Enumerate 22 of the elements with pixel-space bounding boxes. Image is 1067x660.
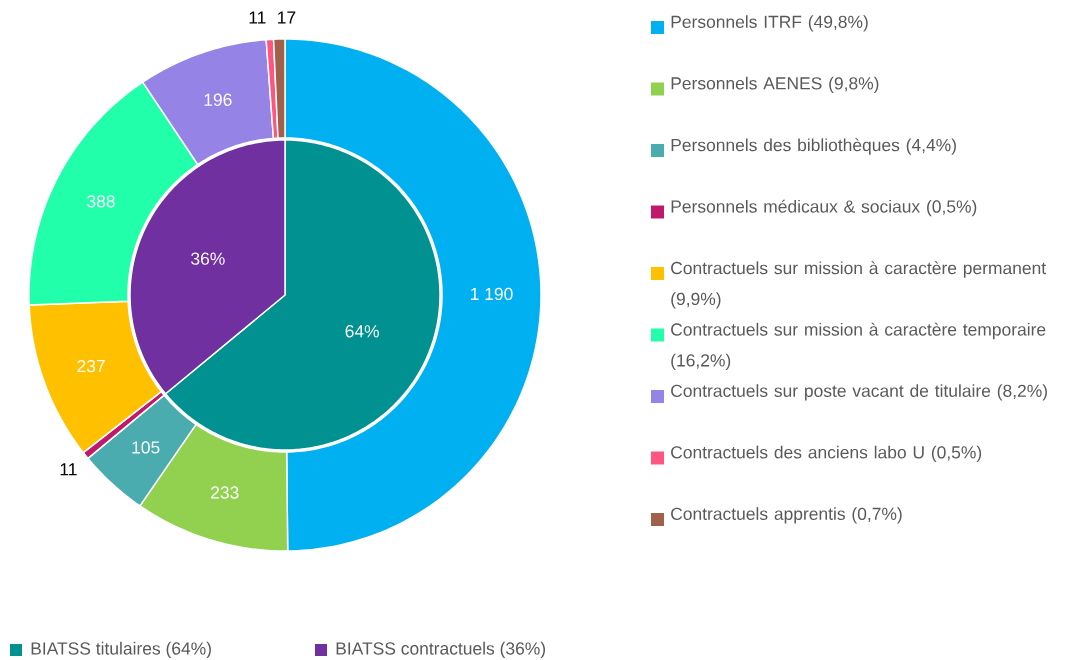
legend-label: Personnels ITRF (49,8%) [671, 15, 868, 32]
data-label: 11 [60, 463, 77, 476]
legend-label: Contractuels sur mission à caractère temporaire (16,2%) [671, 322, 1046, 371]
data-label: 1 190 [471, 287, 513, 301]
legend-label: Contractuels des anciens labo U (0,5%) [671, 445, 982, 462]
data-label: 105 [132, 441, 160, 454]
legend-label: Personnels médicaux & sociaux (0,5%) [671, 199, 977, 217]
data-label: 64% [345, 325, 379, 338]
data-label: 237 [77, 359, 105, 373]
data-label: 388 [87, 195, 115, 208]
data-label: 36% [191, 252, 225, 265]
legend-label: Personnels des bibliothèques (4,4%) [671, 138, 956, 155]
data-label: 233 [211, 486, 239, 499]
legend-label: Contractuels apprentis (0,7%) [671, 507, 902, 524]
legend-label: Contractuels sur mission à caractère permanent (9,9%) [671, 261, 1046, 309]
legend-label: Personnels AENES (9,8%) [671, 76, 879, 93]
data-label: 196 [204, 93, 232, 106]
legend-label: Contractuels sur poste vacant de titulaire (8,2%) [671, 384, 1047, 401]
data-label: 11 [249, 11, 266, 24]
data-label: 17 [278, 11, 296, 24]
legend-label: BIATSS contractuels (36%) [336, 641, 546, 659]
legend-label: BIATSS titulaires (64%) [31, 641, 211, 659]
